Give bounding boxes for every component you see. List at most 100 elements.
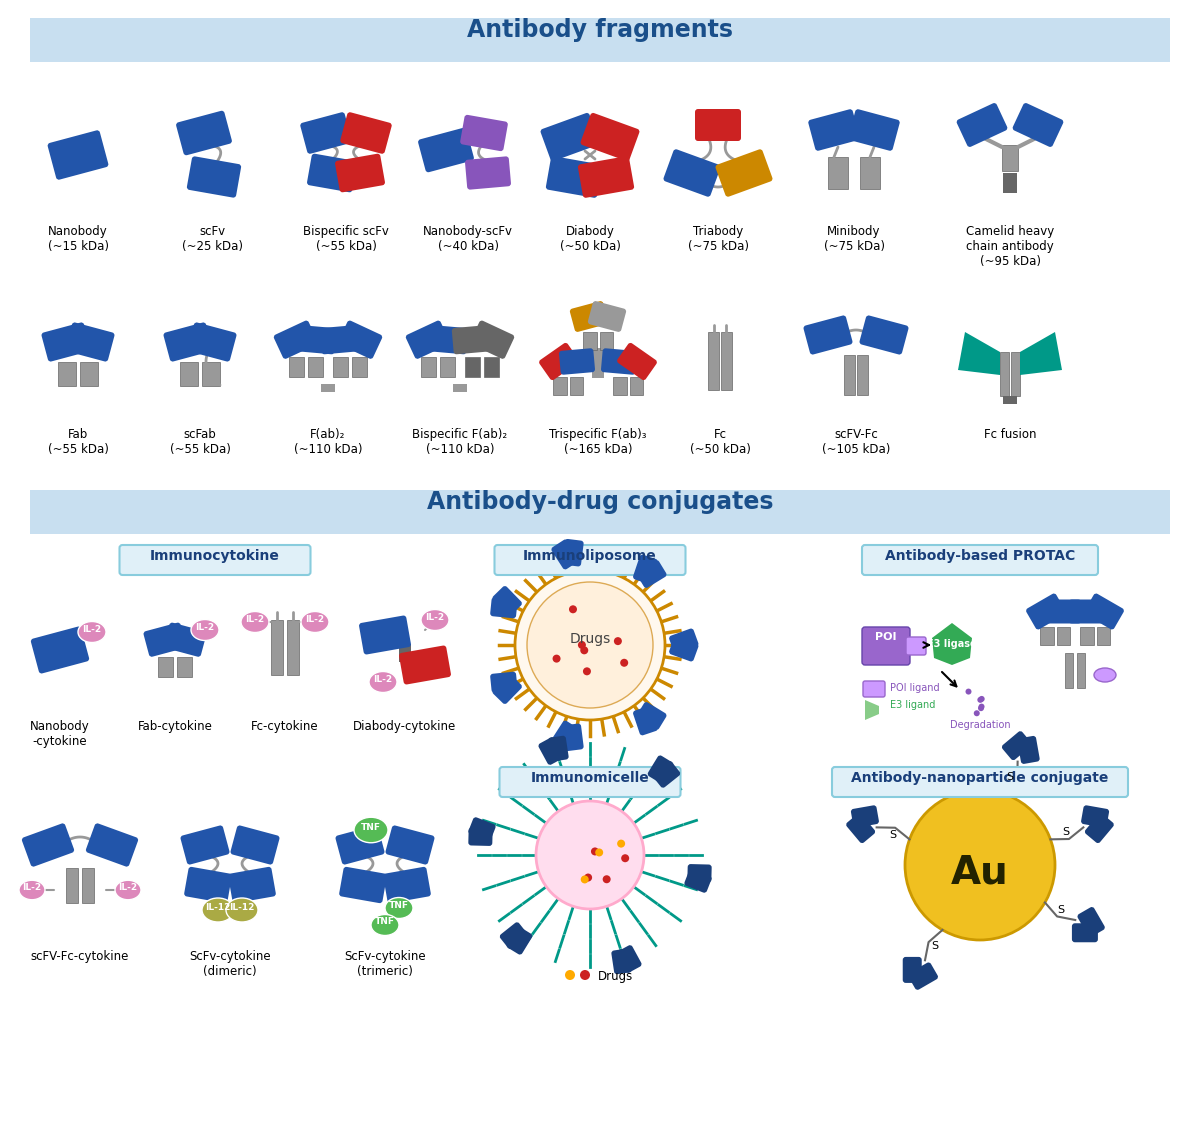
Text: IL-2: IL-2 [23, 882, 42, 891]
FancyBboxPatch shape [1072, 924, 1098, 943]
Bar [466, 356, 480, 377]
FancyBboxPatch shape [184, 867, 232, 904]
Polygon shape [958, 332, 1000, 376]
Ellipse shape [202, 898, 234, 921]
FancyBboxPatch shape [428, 325, 468, 354]
Bar [158, 657, 173, 677]
FancyBboxPatch shape [492, 675, 522, 704]
FancyBboxPatch shape [274, 321, 318, 359]
Text: scFab
(~55 kDa): scFab (~55 kDa) [169, 428, 230, 456]
Ellipse shape [385, 898, 413, 918]
Bar [553, 377, 566, 395]
FancyBboxPatch shape [296, 325, 336, 354]
Circle shape [622, 854, 629, 862]
Bar [828, 157, 848, 189]
Ellipse shape [1094, 668, 1116, 682]
Bar [592, 348, 604, 378]
FancyBboxPatch shape [320, 325, 360, 354]
FancyBboxPatch shape [1078, 907, 1105, 937]
Bar [1040, 627, 1054, 645]
Bar [708, 332, 719, 390]
Bar [1056, 627, 1070, 645]
Text: Antibody-based PROTAC: Antibody-based PROTAC [884, 549, 1075, 563]
FancyBboxPatch shape [653, 761, 680, 788]
Polygon shape [932, 623, 972, 665]
Ellipse shape [78, 621, 106, 642]
Text: E3 ligase: E3 ligase [928, 639, 977, 649]
Text: IL-2: IL-2 [426, 612, 444, 621]
FancyBboxPatch shape [341, 112, 391, 154]
Circle shape [977, 697, 983, 703]
Bar [1078, 654, 1085, 688]
FancyBboxPatch shape [832, 767, 1128, 797]
FancyBboxPatch shape [506, 927, 533, 955]
FancyBboxPatch shape [546, 156, 602, 197]
Bar [82, 868, 94, 904]
Ellipse shape [421, 610, 449, 630]
Bar [1080, 627, 1093, 645]
Text: S: S [1063, 826, 1070, 836]
Text: IL-2: IL-2 [83, 624, 102, 633]
Text: ScFv-cytokine
(dimeric): ScFv-cytokine (dimeric) [190, 949, 271, 978]
Bar [1066, 654, 1073, 688]
FancyBboxPatch shape [648, 756, 673, 784]
Text: POI ligand: POI ligand [890, 683, 940, 693]
Bar [334, 356, 348, 377]
FancyBboxPatch shape [863, 680, 886, 697]
FancyBboxPatch shape [906, 637, 926, 655]
FancyBboxPatch shape [307, 154, 356, 193]
FancyBboxPatch shape [340, 867, 386, 904]
Circle shape [527, 582, 653, 708]
Circle shape [590, 847, 599, 855]
FancyBboxPatch shape [492, 586, 522, 615]
Circle shape [614, 637, 622, 645]
Bar [860, 157, 880, 189]
Text: E3 ligand: E3 ligand [890, 700, 935, 710]
FancyBboxPatch shape [551, 721, 580, 751]
Ellipse shape [370, 671, 397, 693]
FancyBboxPatch shape [670, 637, 698, 661]
Circle shape [578, 641, 586, 649]
FancyBboxPatch shape [452, 325, 492, 354]
Bar [857, 355, 868, 395]
Text: Trispecific F(ab)₃
(~165 kDa): Trispecific F(ab)₃ (~165 kDa) [550, 428, 647, 456]
FancyBboxPatch shape [230, 825, 280, 864]
Text: scFv
(~25 kDa): scFv (~25 kDa) [181, 225, 242, 253]
Ellipse shape [226, 898, 258, 921]
Circle shape [595, 849, 604, 856]
Text: IL-12: IL-12 [205, 902, 230, 911]
FancyBboxPatch shape [540, 113, 600, 161]
FancyBboxPatch shape [862, 545, 1098, 575]
FancyBboxPatch shape [848, 109, 900, 151]
FancyBboxPatch shape [31, 627, 89, 674]
Bar [307, 356, 323, 377]
FancyBboxPatch shape [1081, 805, 1109, 827]
FancyBboxPatch shape [176, 111, 232, 156]
Circle shape [583, 667, 590, 675]
FancyBboxPatch shape [859, 315, 908, 354]
Bar [721, 332, 732, 390]
Text: Antibody fragments: Antibody fragments [467, 18, 733, 41]
Text: Nanobody
-cytokine: Nanobody -cytokine [30, 720, 90, 748]
FancyBboxPatch shape [470, 321, 515, 359]
Text: S: S [931, 941, 938, 951]
FancyBboxPatch shape [551, 539, 580, 569]
Polygon shape [865, 700, 878, 720]
Circle shape [565, 970, 575, 980]
Bar [66, 868, 78, 904]
Bar [1010, 352, 1020, 396]
FancyBboxPatch shape [1018, 735, 1039, 763]
FancyBboxPatch shape [1013, 103, 1063, 147]
FancyBboxPatch shape [499, 767, 680, 797]
Text: Drugs: Drugs [569, 632, 611, 646]
Bar [30, 490, 1170, 534]
FancyBboxPatch shape [494, 545, 685, 575]
Text: Immunocytokine: Immunocytokine [150, 549, 280, 563]
FancyBboxPatch shape [336, 825, 384, 864]
Ellipse shape [19, 880, 46, 900]
FancyBboxPatch shape [164, 622, 206, 657]
FancyBboxPatch shape [634, 555, 658, 584]
FancyBboxPatch shape [66, 323, 114, 362]
FancyBboxPatch shape [636, 702, 666, 730]
FancyBboxPatch shape [42, 323, 90, 362]
